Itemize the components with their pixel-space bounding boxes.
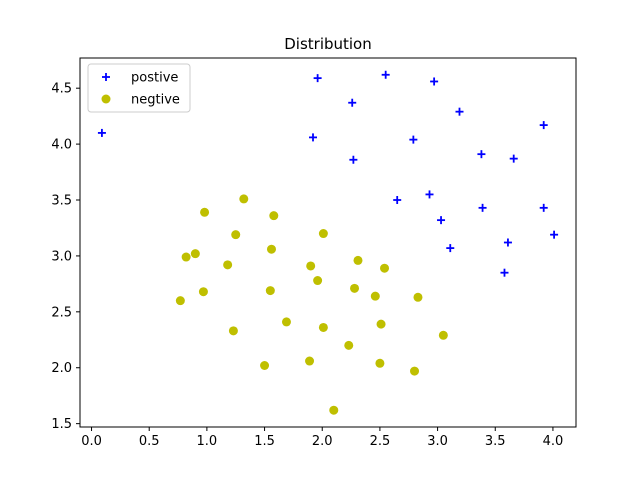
point-negtive-1 <box>200 207 210 217</box>
y-tick-label: 3.5 <box>51 194 72 209</box>
point-negtive-2 <box>269 211 279 221</box>
point-negtive-23 <box>438 330 448 340</box>
legend-marker-postive <box>102 73 110 81</box>
point-negtive-8 <box>223 260 233 270</box>
legend-box <box>87 63 191 113</box>
point-negtive-18 <box>413 292 423 302</box>
point-negtive-27 <box>375 358 385 368</box>
point-negtive-0 <box>239 194 249 204</box>
plot-area <box>80 58 576 427</box>
point-negtive-26 <box>260 361 270 370</box>
point-negtive-13 <box>175 296 185 306</box>
point-negtive-20 <box>376 319 386 329</box>
y-tick-label: 4.0 <box>51 138 72 153</box>
point-postive-7 <box>409 135 418 144</box>
point-postive-16 <box>539 203 548 212</box>
point-negtive-29 <box>329 405 339 415</box>
x-tick-label: 1.5 <box>254 434 275 449</box>
point-negtive-6 <box>181 252 191 262</box>
point-postive-9 <box>349 155 358 164</box>
point-postive-1 <box>313 74 322 83</box>
point-negtive-5 <box>190 249 200 259</box>
x-tick-label: 0.5 <box>139 434 160 449</box>
point-postive-5 <box>455 107 464 116</box>
point-negtive-15 <box>265 286 275 296</box>
point-postive-18 <box>503 238 512 247</box>
point-negtive-24 <box>344 340 354 350</box>
point-postive-19 <box>550 230 559 239</box>
y-tick-label: 2.0 <box>51 361 72 376</box>
point-postive-8 <box>539 121 548 130</box>
point-negtive-7 <box>266 244 276 254</box>
point-negtive-16 <box>350 283 360 293</box>
x-tick-label: 3.5 <box>485 434 506 449</box>
point-negtive-17 <box>370 291 380 301</box>
point-postive-4 <box>348 98 357 107</box>
y-tick-label: 4.5 <box>51 82 72 97</box>
point-postive-14 <box>437 216 446 225</box>
point-negtive-10 <box>353 255 363 265</box>
y-axis: 1.5 2.0 2.5 3.0 3.5 4.0 4.5 <box>51 82 80 432</box>
point-negtive-12 <box>313 276 323 286</box>
point-negtive-9 <box>306 261 316 271</box>
point-postive-2 <box>381 70 390 79</box>
point-postive-11 <box>509 154 518 163</box>
point-postive-12 <box>393 196 402 205</box>
point-postive-3 <box>430 77 439 86</box>
point-negtive-21 <box>228 326 238 336</box>
point-negtive-11 <box>380 263 390 273</box>
chart-title: Distribution <box>284 35 372 53</box>
x-tick-label: 2.0 <box>312 434 333 449</box>
point-postive-15 <box>478 203 487 212</box>
legend-label-negtive: negtive <box>131 93 180 108</box>
y-tick-label: 2.5 <box>51 305 72 320</box>
point-postive-17 <box>446 244 455 253</box>
x-axis: 0.0 0.5 1.0 1.5 2.0 2.5 3.0 3.5 4.0 <box>81 427 563 449</box>
point-negtive-22 <box>318 322 328 332</box>
y-tick-label: 3.0 <box>51 249 72 264</box>
point-negtive-4 <box>318 229 328 239</box>
point-postive-0 <box>97 128 106 137</box>
point-negtive-25 <box>305 356 315 366</box>
y-tick-label: 1.5 <box>51 417 72 432</box>
x-tick-label: 4.0 <box>543 434 564 449</box>
points-layer <box>97 70 559 415</box>
x-tick-label: 2.5 <box>370 434 391 449</box>
legend: postive negtive <box>87 63 191 113</box>
point-negtive-28 <box>410 366 420 376</box>
point-postive-10 <box>477 150 486 159</box>
x-tick-label: 0.0 <box>81 434 102 449</box>
point-negtive-14 <box>198 287 208 297</box>
point-negtive-19 <box>281 317 291 327</box>
legend-marker-negtive <box>101 94 111 104</box>
legend-label-postive: postive <box>131 71 178 86</box>
point-postive-6 <box>309 133 318 142</box>
point-postive-20 <box>500 268 509 277</box>
x-tick-label: 1.0 <box>197 434 218 449</box>
plot-frame <box>79 57 577 428</box>
point-postive-13 <box>425 190 434 199</box>
x-tick-label: 3.0 <box>427 434 448 449</box>
point-negtive-3 <box>231 230 241 240</box>
